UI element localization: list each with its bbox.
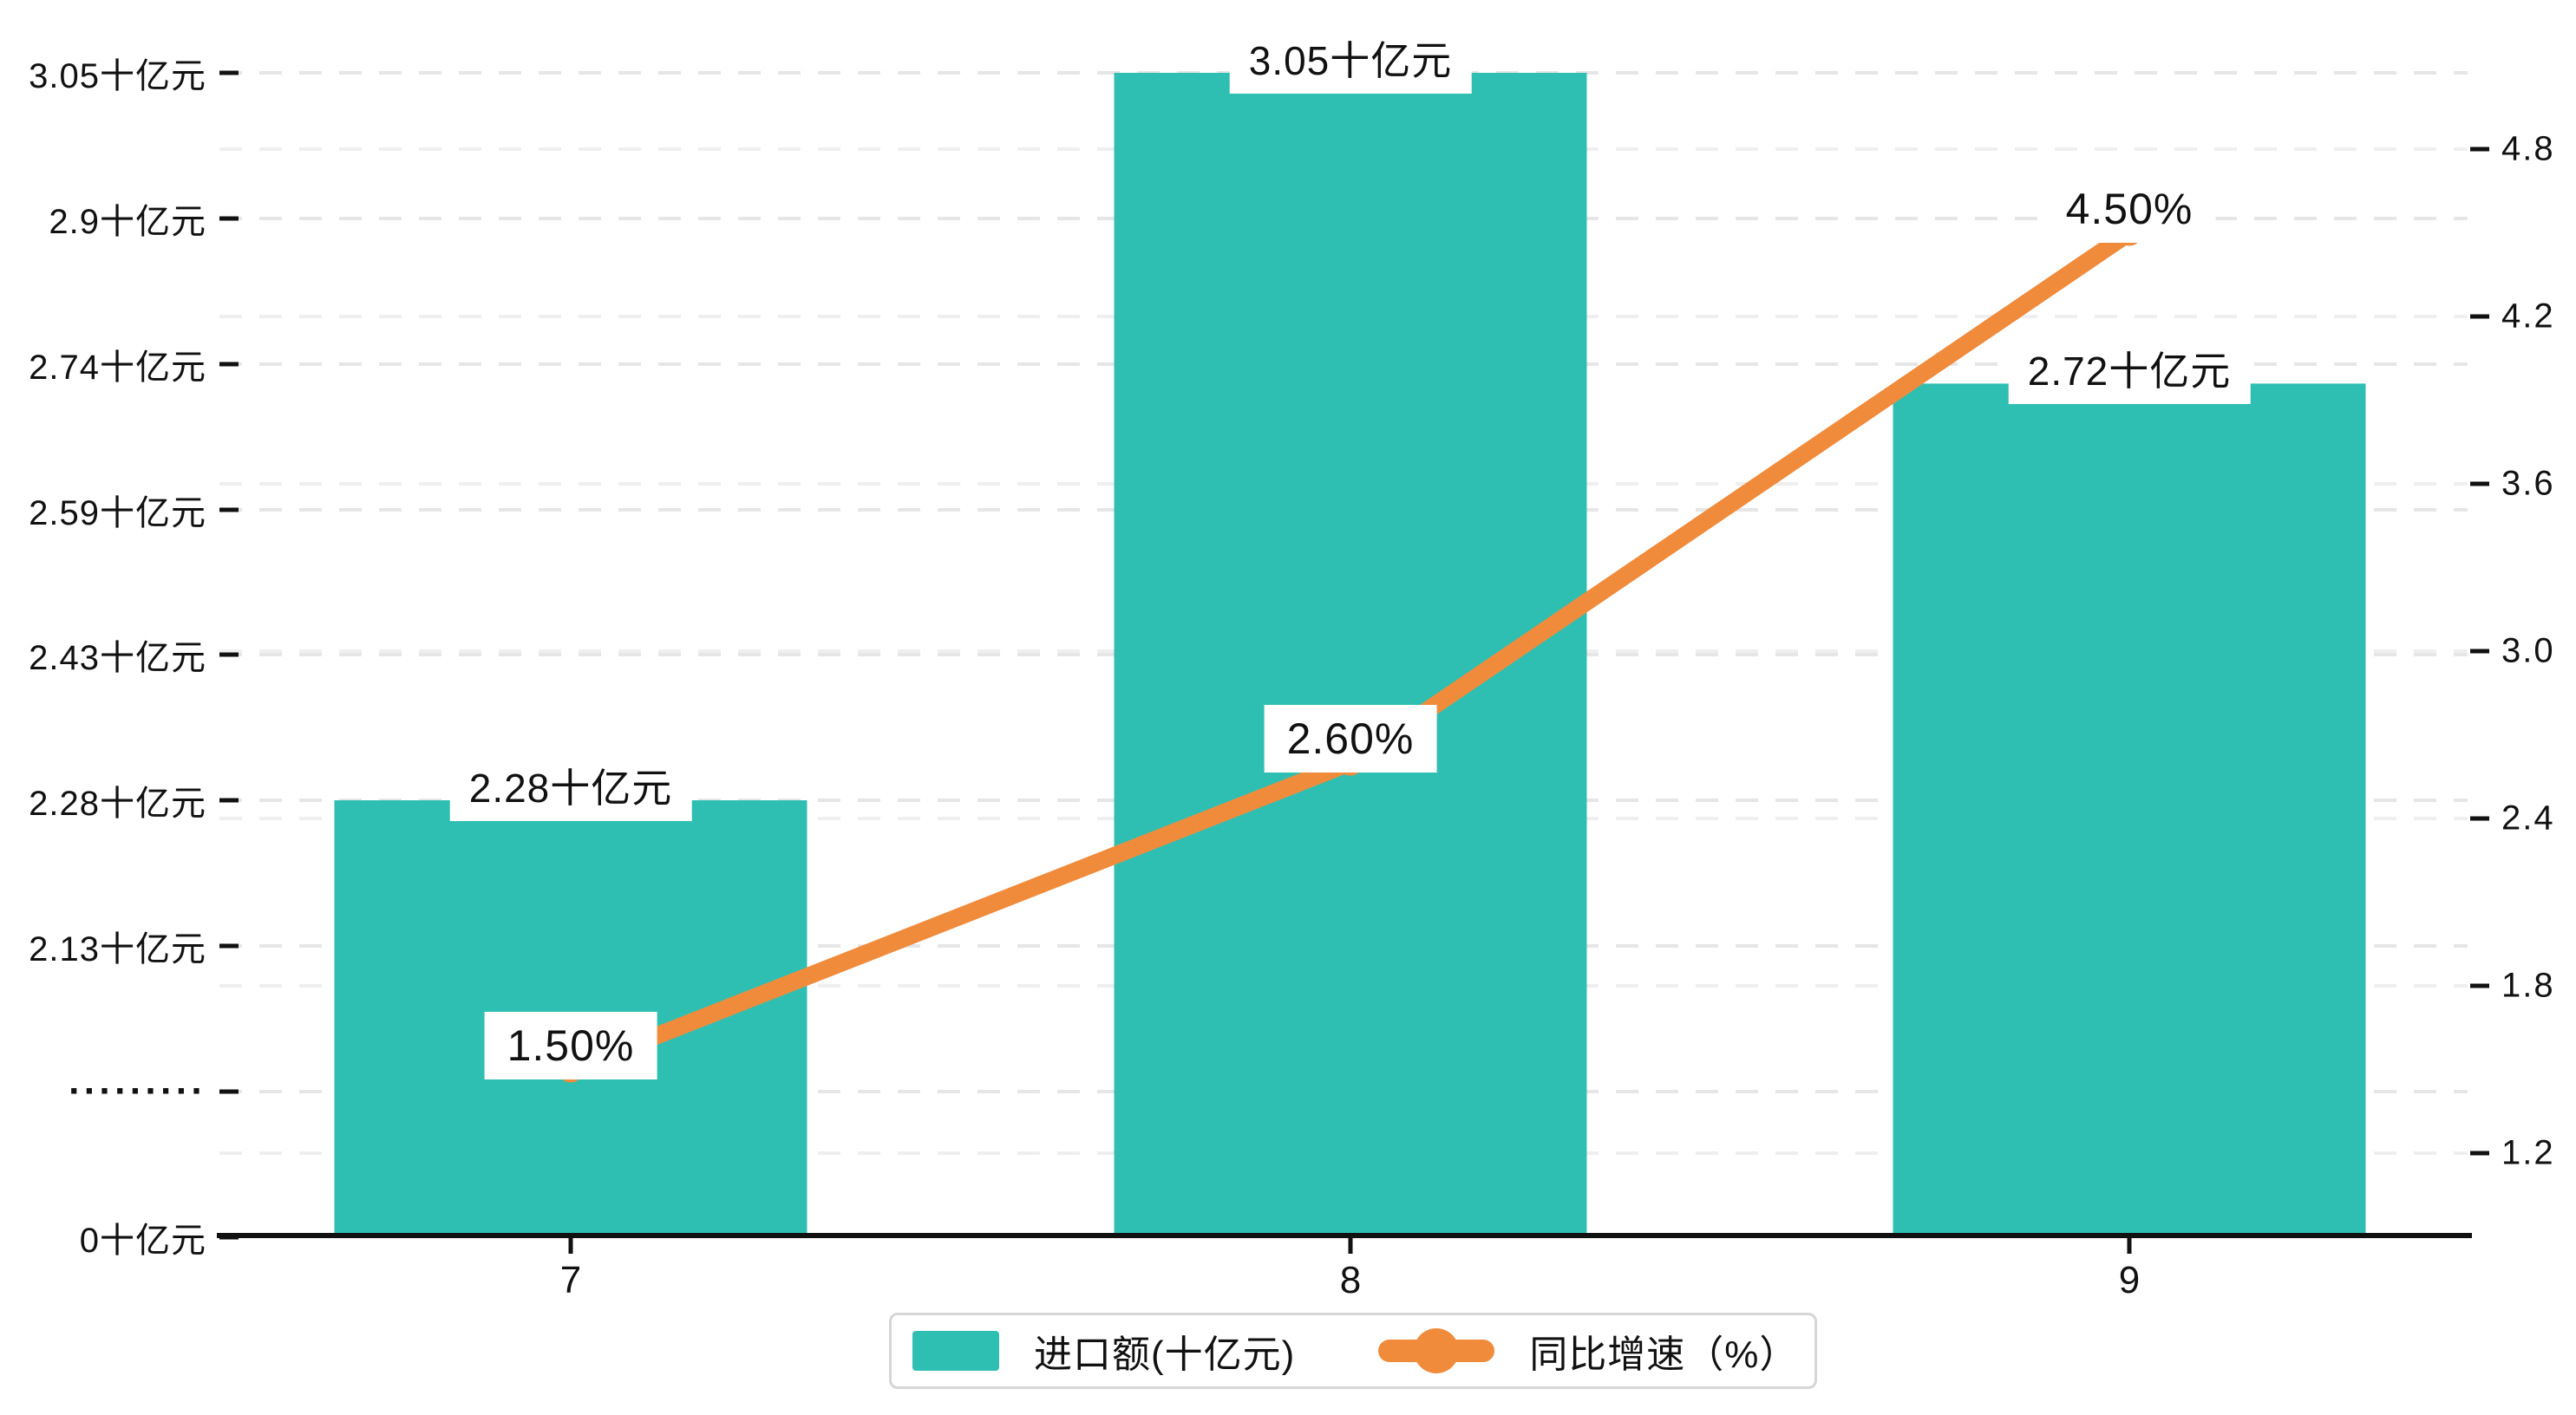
right-axis-tick-label: 2.4 <box>2501 799 2555 838</box>
line-value-label: 1.50% <box>484 1011 657 1079</box>
legend-item-label: 进口额(十亿元) <box>1034 1333 1296 1376</box>
legend-item[interactable]: 进口额(十亿元) <box>912 1323 1295 1379</box>
legend-bar-swatch-icon <box>912 1331 999 1371</box>
left-axis-break-label: ········· <box>69 1070 206 1112</box>
right-axis-tick-label: 1.8 <box>2501 966 2555 1005</box>
x-axis-tick-label: 9 <box>2118 1259 2141 1301</box>
x-axis-tick-label: 8 <box>1339 1259 1362 1301</box>
bar[interactable] <box>1893 383 2366 1236</box>
legend-item-label: 同比增速（%） <box>1529 1333 1799 1376</box>
line-value-label: 4.50% <box>2043 174 2216 243</box>
right-axis-tick-label: 4.8 <box>2501 129 2555 168</box>
left-axis-tick-label: 2.13十亿元 <box>29 930 206 968</box>
bar-value-label: 2.72十亿元 <box>2008 333 2251 405</box>
x-axis-tick-label: 7 <box>559 1259 582 1301</box>
left-axis-tick-label: 2.43十亿元 <box>29 639 206 677</box>
right-axis-tick-label: 3.0 <box>2501 631 2555 670</box>
right-axis-tick-label: 4.2 <box>2501 297 2555 336</box>
bar-value-label: 2.28十亿元 <box>449 750 692 821</box>
left-axis-tick-label: 3.05十亿元 <box>29 57 206 95</box>
left-axis-tick-label: 2.28十亿元 <box>29 785 206 823</box>
legend-item[interactable]: 同比增速（%） <box>1378 1323 1798 1379</box>
right-axis-tick-label: 3.6 <box>2501 464 2555 503</box>
legend-line-dot-icon <box>1378 1328 1495 1373</box>
left-axis-tick-label: 2.9十亿元 <box>49 203 206 241</box>
left-axis-tick-label: 2.74十亿元 <box>29 349 206 387</box>
legend-dot-icon <box>1414 1328 1460 1373</box>
line-value-label: 2.60% <box>1264 704 1437 773</box>
legend-box: 进口额(十亿元) 同比增速（%） <box>889 1313 1817 1389</box>
left-axis-tick-label: 2.59十亿元 <box>29 494 206 532</box>
left-axis-tick-label: 0十亿元 <box>79 1222 206 1260</box>
right-axis-tick-label: 1.2 <box>2501 1133 2555 1172</box>
bar-value-label: 3.05十亿元 <box>1229 23 1472 94</box>
